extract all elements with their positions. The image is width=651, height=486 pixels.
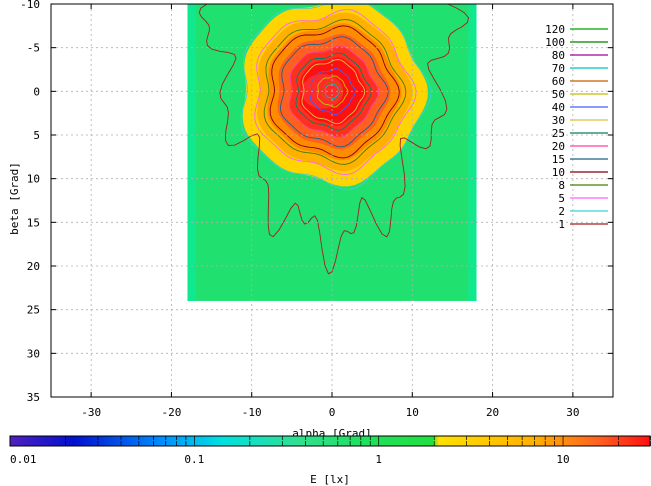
colorbar-fill [9, 435, 651, 447]
legend-label: 100 [545, 36, 565, 49]
legend-label: 30 [552, 114, 565, 127]
legend-label: 50 [552, 88, 565, 101]
legend-label: 2 [558, 205, 565, 218]
y-tick-label: 35 [27, 391, 40, 404]
legend-label: 70 [552, 62, 565, 75]
x-tick-label: -20 [161, 406, 181, 419]
x-tick-label: 20 [486, 406, 499, 419]
plot-area [50, 3, 614, 398]
contour-line-1 [198, 3, 469, 275]
colorbar: 0.01 0.1 1 10 [9, 435, 651, 466]
y-tick-label: 20 [27, 260, 40, 273]
y-tick-label: 5 [33, 129, 40, 142]
heatmap-edge-right [468, 4, 477, 301]
x-tick-label: 0 [329, 406, 336, 419]
contour-line [322, 80, 343, 102]
contour-line [295, 52, 372, 131]
colorbar-tick-label: 0.01 [10, 453, 37, 466]
colorbar-tick-label: 0.1 [184, 453, 204, 466]
legend-label: 60 [552, 75, 565, 88]
x-tick-label: -10 [242, 406, 262, 419]
contour-line [301, 59, 366, 125]
contour-line [316, 75, 349, 108]
x-tick-label: 10 [406, 406, 419, 419]
y-tick-label: 10 [27, 173, 40, 186]
legend-label: 80 [552, 49, 565, 62]
legend-label: 8 [558, 179, 565, 192]
colorbar-tick-label: 10 [556, 453, 569, 466]
contour-line [324, 83, 340, 100]
colorbar-label: E [lx] [310, 473, 350, 486]
y-tick-label: 15 [27, 216, 40, 229]
x-tick-label: -30 [81, 406, 101, 419]
y-tick-label: 25 [27, 304, 40, 317]
x-tick-label: 30 [566, 406, 579, 419]
heatmap-layer [187, 4, 477, 301]
y-tick-label: 30 [27, 347, 40, 360]
legend-label: 1 [558, 218, 565, 231]
grid-layer [51, 4, 613, 397]
y-tick-label: -5 [27, 42, 40, 55]
legend-label: 120 [545, 23, 565, 36]
legend-label: 5 [558, 192, 565, 205]
x-axis-ticks: -30 -20 -10 0 10 20 30 [81, 4, 579, 419]
legend-label: 25 [552, 127, 565, 140]
contour-line [254, 8, 417, 176]
heatmap-edge-left [187, 4, 196, 301]
contour-line [269, 25, 400, 159]
y-tick-label: 0 [33, 85, 40, 98]
y-tick-label: -10 [20, 0, 40, 11]
legend-label: 10 [552, 166, 565, 179]
legend-label: 20 [552, 140, 565, 153]
contour-line [263, 18, 407, 165]
colorbar-tick-label: 1 [375, 453, 382, 466]
y-axis-label: beta [Grad] [8, 162, 21, 235]
legend-label: 15 [552, 153, 565, 166]
contour-line [280, 36, 389, 148]
legend-label: 40 [552, 101, 565, 114]
